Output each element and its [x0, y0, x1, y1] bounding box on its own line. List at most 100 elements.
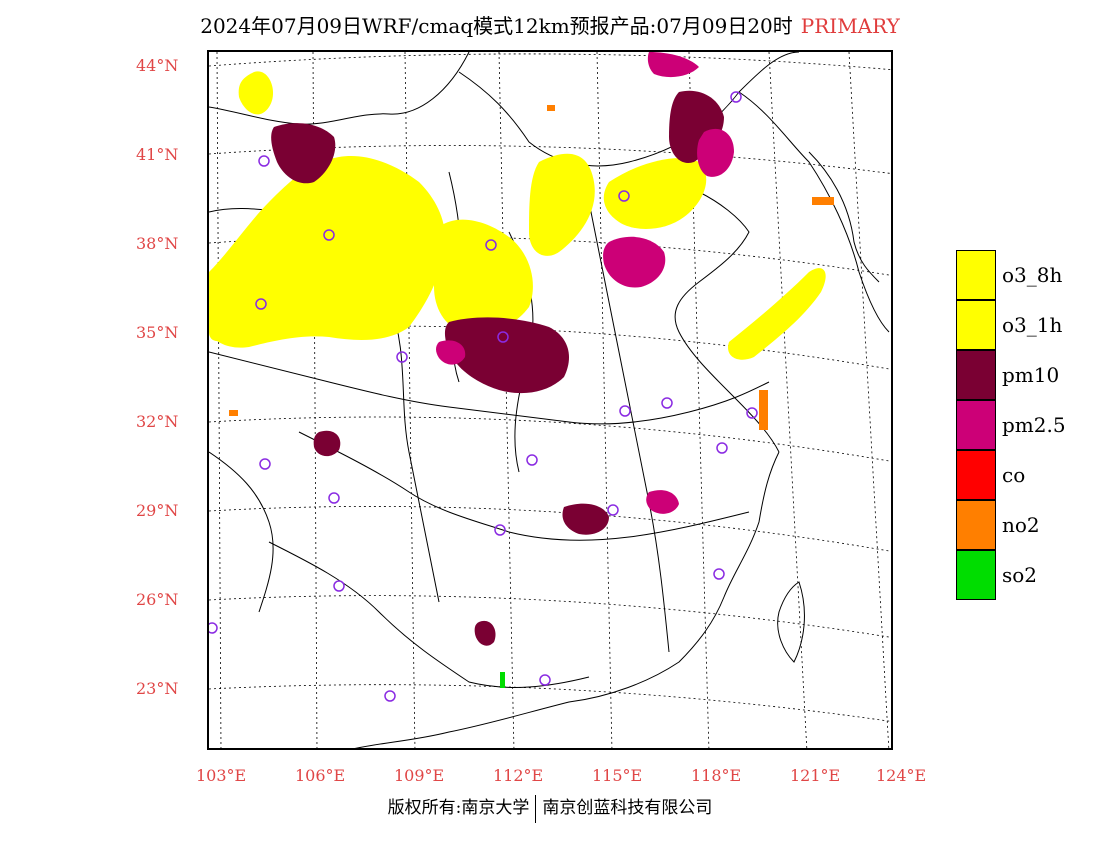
- border-sichuan-yunnan: [209, 451, 274, 613]
- inner-mongolia-border: [458, 52, 800, 167]
- station-marker: [485, 239, 497, 251]
- pm10-south-spot: [474, 620, 496, 646]
- station-marker: [661, 397, 673, 409]
- o3-liaoning-blob: [603, 158, 707, 229]
- copyright-separator: [535, 794, 537, 823]
- legend-swatch: [956, 400, 996, 450]
- pm25-top-blob: [647, 52, 699, 78]
- station-marker: [333, 580, 345, 592]
- legend-swatch: [956, 250, 996, 300]
- no2-west-spot: [229, 410, 238, 416]
- meridian-121: [768, 52, 808, 748]
- lon-label-106: 106°E: [295, 766, 346, 785]
- legend-label: o3_1h: [1002, 313, 1063, 337]
- meridian-103: [216, 52, 222, 748]
- o3-hebei-blob: [529, 153, 595, 256]
- station-marker: [746, 407, 758, 419]
- southeast-coast: [354, 451, 780, 748]
- legend-swatch: [956, 300, 996, 350]
- border-guangxi-guangdong: [268, 541, 590, 688]
- station-marker: [255, 298, 267, 310]
- o3-northwest-blob: [209, 156, 446, 348]
- lat-label-41: 41°N: [136, 145, 179, 164]
- lat-label-44: 44°N: [136, 56, 179, 75]
- station-marker: [526, 454, 538, 466]
- station-marker: [258, 155, 270, 167]
- lon-label-121: 121°E: [790, 766, 841, 785]
- no2-layer: [229, 105, 834, 430]
- border-yangtze-south: [298, 431, 750, 541]
- meridian-112: [498, 52, 515, 748]
- no2-shanghai-strip: [759, 390, 768, 430]
- lat-label-23: 23°N: [136, 679, 179, 698]
- pm25-shaanxi-spot: [436, 340, 466, 365]
- copyright-owner: 版权所有:南京大学: [387, 798, 530, 818]
- lon-label-112: 112°E: [493, 766, 544, 785]
- station-marker: [539, 674, 551, 686]
- station-marker: [209, 622, 218, 634]
- parallel-29: [209, 506, 891, 552]
- lat-label-35: 35°N: [136, 323, 179, 342]
- pm25-zhejiang-spot: [646, 490, 679, 514]
- station-marker: [494, 524, 506, 536]
- parallel-23: [209, 684, 891, 722]
- station-marker: [619, 405, 631, 417]
- border-yangtze-north: [209, 351, 770, 425]
- northern-border: [209, 52, 470, 125]
- korea-border: [808, 151, 880, 283]
- taiwan-outline: [777, 581, 805, 663]
- boundaries: [209, 52, 890, 748]
- lon-label-115: 115°E: [592, 766, 643, 785]
- station-marker: [730, 91, 742, 103]
- legend-swatch: [956, 550, 996, 600]
- legend-swatch: [956, 500, 996, 550]
- pm25-northeast-blob: [697, 128, 734, 177]
- meridian-124: [848, 52, 890, 748]
- legend-swatch: [956, 350, 996, 400]
- no2-korea-spot: [812, 197, 834, 205]
- parallel-32: [209, 416, 891, 462]
- map-canvas: [209, 52, 891, 748]
- station-marker: [384, 690, 396, 702]
- map-title: 2024年07月09日WRF/cmaq模式12km预报产品:07月09日20时 P…: [0, 10, 1100, 39]
- station-markers: [209, 91, 758, 702]
- station-marker: [618, 190, 630, 202]
- station-marker: [259, 458, 271, 470]
- pm10-central-plain: [444, 317, 569, 394]
- so2-spot: [500, 672, 505, 688]
- lon-label-124: 124°E: [876, 766, 927, 785]
- legend-label: no2: [1002, 513, 1040, 537]
- meridian-115: [596, 52, 613, 748]
- border-chongqing-guizhou: [388, 301, 440, 603]
- legend-label: pm10: [1002, 363, 1060, 387]
- station-marker: [497, 331, 509, 343]
- lon-label-103: 103°E: [196, 766, 247, 785]
- legend-label: so2: [1002, 563, 1038, 587]
- meridian-109: [404, 52, 416, 748]
- pm10-north-blob: [271, 123, 336, 184]
- station-marker: [323, 229, 335, 241]
- no2-north-spot: [547, 105, 555, 111]
- copyright-line: 版权所有:南京大学 南京创蓝科技有限公司: [0, 793, 1100, 823]
- parallel-26: [209, 595, 891, 638]
- station-marker: [713, 568, 725, 580]
- border-anhui-jiangxi: [588, 201, 670, 653]
- pm10-jiangxi-blob: [562, 503, 609, 535]
- o3-shanxi-blob: [434, 219, 533, 334]
- legend-label: pm2.5: [1002, 413, 1066, 437]
- copyright-company: 南京创蓝科技有限公司: [542, 798, 713, 818]
- pm25-layer: [436, 52, 734, 514]
- pm10-chongqing-spot: [313, 430, 341, 457]
- pm25-shandong-blob: [603, 236, 666, 288]
- station-marker: [396, 351, 408, 363]
- o3-small-north: [238, 71, 274, 115]
- primary-tag: PRIMARY: [800, 14, 900, 38]
- station-marker: [716, 442, 728, 454]
- lat-label-29: 29°N: [136, 501, 179, 520]
- parallel-44: [209, 53, 891, 71]
- station-marker: [607, 504, 619, 516]
- lon-label-118: 118°E: [691, 766, 742, 785]
- o3-yellow-sea-streak: [728, 268, 826, 360]
- lon-label-109: 109°E: [394, 766, 445, 785]
- legend-label: co: [1002, 463, 1026, 487]
